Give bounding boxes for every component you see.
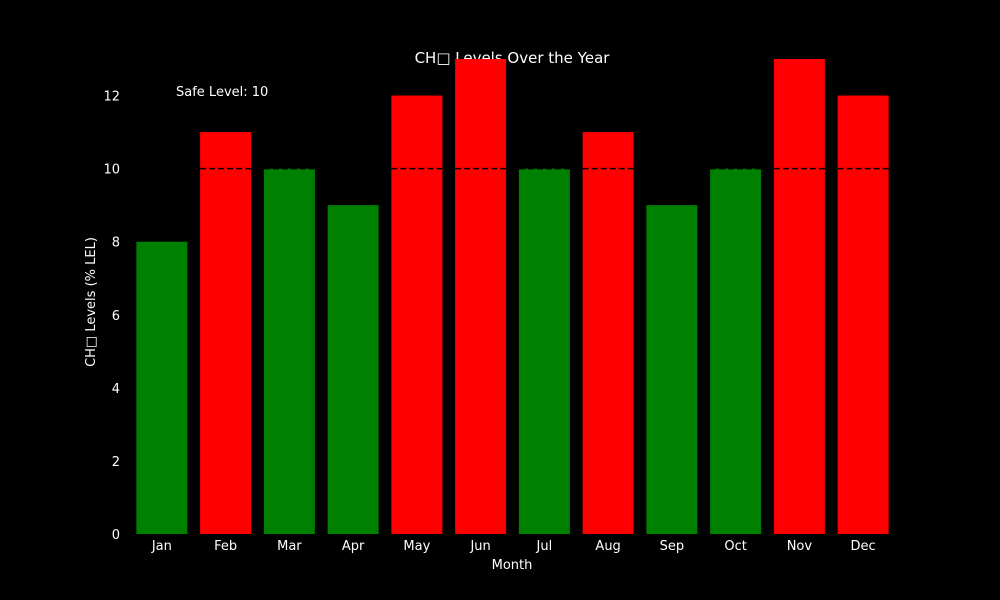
x-tick-label-mar: Mar xyxy=(277,539,302,554)
x-tick-label-jan: Jan xyxy=(151,539,172,554)
bar-sep xyxy=(646,205,698,534)
x-tick-label-dec: Dec xyxy=(851,539,876,554)
y-tick-label-4: 4 xyxy=(112,382,120,397)
bars-group xyxy=(136,59,889,535)
bar-feb xyxy=(200,132,252,535)
bar-dec xyxy=(837,95,889,535)
x-tick-label-oct: Oct xyxy=(724,539,746,554)
x-tick-label-feb: Feb xyxy=(214,539,237,554)
x-tick-labels: Jan Feb Mar Apr May Jun Jul Aug Sep Oct Nov Dec xyxy=(151,539,876,554)
y-tick-label-12: 12 xyxy=(103,90,120,105)
x-tick-label-jun: Jun xyxy=(469,539,490,554)
bar-mar xyxy=(263,168,315,534)
y-tick-label-0: 0 xyxy=(112,528,120,543)
x-tick-label-jul: Jul xyxy=(536,539,553,554)
bar-nov xyxy=(773,59,825,534)
x-axis-label: Month xyxy=(492,558,533,573)
bar-jan xyxy=(136,241,188,534)
y-tick-labels: 0 2 4 6 8 10 12 xyxy=(103,90,120,543)
x-tick-label-sep: Sep xyxy=(660,539,685,554)
y-tick-label-2: 2 xyxy=(112,455,120,470)
y-tick-label-10: 10 xyxy=(103,163,120,178)
y-tick-label-6: 6 xyxy=(112,309,120,324)
x-tick-label-nov: Nov xyxy=(787,539,813,554)
chart-title: CH□ Levels Over the Year xyxy=(415,49,611,67)
safe-level-annotation: Safe Level: 10 xyxy=(176,85,268,100)
x-tick-label-may: May xyxy=(403,539,430,554)
bar-jul xyxy=(518,168,570,534)
bar-jun xyxy=(455,59,507,534)
bar-aug xyxy=(582,132,634,535)
x-tick-label-apr: Apr xyxy=(342,539,365,554)
y-axis-label: CH□ Levels (% LEL) xyxy=(84,237,99,367)
x-tick-label-aug: Aug xyxy=(595,539,620,554)
bar-may xyxy=(391,95,443,535)
y-tick-label-8: 8 xyxy=(112,236,120,251)
bar-oct xyxy=(710,168,762,534)
bar-apr xyxy=(327,205,379,534)
